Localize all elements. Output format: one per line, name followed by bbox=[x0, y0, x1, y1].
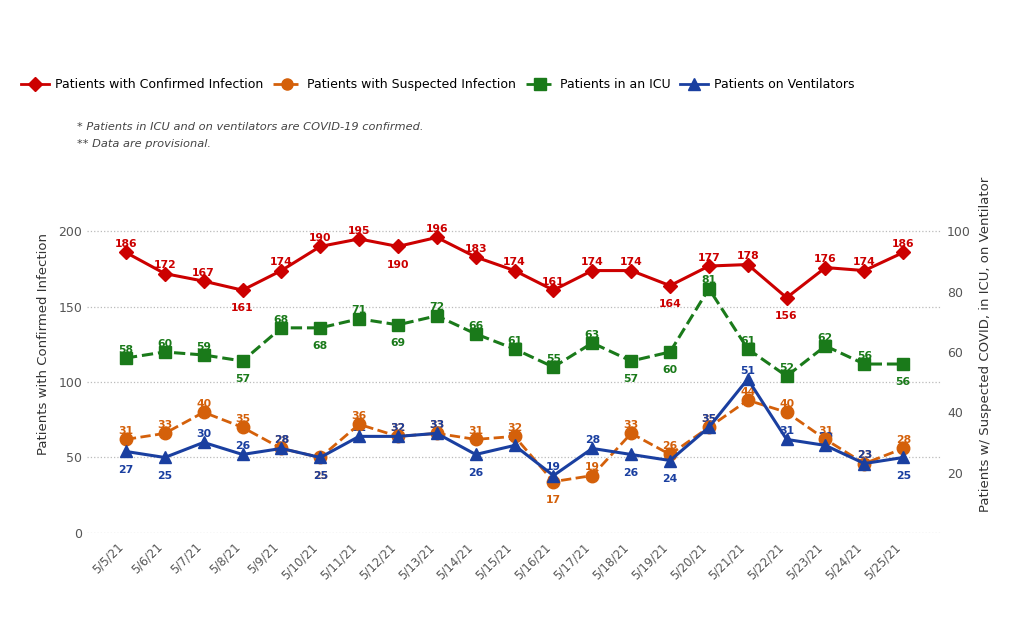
Text: 176: 176 bbox=[814, 254, 837, 265]
Text: 56: 56 bbox=[857, 351, 871, 361]
Text: COVID-19 Hospitalizations Reported by MS Hospitals, 5/5/21–5/25/21 *,**: COVID-19 Hospitalizations Reported by MS… bbox=[12, 22, 839, 40]
Text: 24: 24 bbox=[663, 474, 678, 483]
Text: 63: 63 bbox=[585, 329, 600, 340]
Text: 195: 195 bbox=[348, 225, 371, 236]
Text: 35: 35 bbox=[701, 414, 717, 424]
Text: 32: 32 bbox=[390, 423, 406, 433]
Text: 68: 68 bbox=[273, 315, 289, 324]
Text: 36: 36 bbox=[351, 411, 367, 421]
Text: 66: 66 bbox=[468, 320, 483, 331]
Text: 161: 161 bbox=[231, 303, 254, 313]
Text: 25: 25 bbox=[158, 471, 172, 481]
Text: 40: 40 bbox=[779, 399, 795, 409]
Text: 161: 161 bbox=[542, 277, 565, 287]
Text: 33: 33 bbox=[429, 420, 444, 430]
Text: 32: 32 bbox=[390, 423, 406, 433]
Text: 174: 174 bbox=[270, 257, 293, 267]
Text: 33: 33 bbox=[429, 420, 444, 430]
Text: 19: 19 bbox=[546, 462, 561, 473]
Text: 156: 156 bbox=[775, 311, 798, 321]
Text: 26: 26 bbox=[624, 467, 639, 478]
Y-axis label: Patients w/ Suspected COVID, in ICU, on Ventilator: Patients w/ Suspected COVID, in ICU, on … bbox=[979, 177, 992, 512]
Text: 164: 164 bbox=[658, 299, 681, 309]
Text: 25: 25 bbox=[896, 471, 910, 481]
Text: 172: 172 bbox=[154, 260, 176, 270]
Text: 31: 31 bbox=[818, 426, 834, 436]
Text: 26: 26 bbox=[468, 467, 483, 478]
Text: 174: 174 bbox=[853, 257, 876, 267]
Text: 33: 33 bbox=[157, 420, 172, 430]
Text: 27: 27 bbox=[119, 465, 133, 474]
Text: 19: 19 bbox=[585, 462, 600, 473]
Text: 60: 60 bbox=[158, 338, 172, 349]
Text: 28: 28 bbox=[896, 435, 910, 445]
Text: 58: 58 bbox=[119, 345, 133, 354]
Text: * Patients in ICU and on ventilators are COVID-19 confirmed.: * Patients in ICU and on ventilators are… bbox=[77, 122, 423, 132]
Text: 68: 68 bbox=[312, 341, 328, 351]
Text: 32: 32 bbox=[507, 423, 522, 433]
Text: 174: 174 bbox=[581, 257, 604, 267]
Text: 56: 56 bbox=[896, 377, 910, 387]
Text: 186: 186 bbox=[115, 239, 137, 249]
Text: 62: 62 bbox=[818, 333, 834, 343]
Text: 71: 71 bbox=[351, 306, 367, 315]
Text: 32: 32 bbox=[351, 423, 367, 433]
Text: 61: 61 bbox=[507, 336, 522, 345]
Text: 29: 29 bbox=[507, 432, 522, 442]
Text: 30: 30 bbox=[196, 429, 211, 439]
Text: 55: 55 bbox=[546, 354, 561, 364]
Text: 17: 17 bbox=[546, 495, 561, 505]
Text: 28: 28 bbox=[273, 435, 289, 445]
Text: 26: 26 bbox=[234, 441, 250, 451]
Text: 178: 178 bbox=[736, 251, 759, 261]
Text: 57: 57 bbox=[234, 374, 250, 384]
Text: 52: 52 bbox=[779, 363, 795, 373]
Text: 186: 186 bbox=[892, 239, 914, 249]
Text: 31: 31 bbox=[779, 426, 795, 436]
Text: 60: 60 bbox=[663, 365, 678, 375]
Text: 177: 177 bbox=[697, 253, 720, 263]
Text: 33: 33 bbox=[624, 420, 639, 430]
Text: 72: 72 bbox=[429, 302, 444, 313]
Text: 61: 61 bbox=[740, 336, 756, 345]
Text: 174: 174 bbox=[503, 257, 526, 267]
Text: 40: 40 bbox=[196, 399, 211, 409]
Text: 23: 23 bbox=[857, 450, 872, 460]
Text: 28: 28 bbox=[585, 435, 600, 445]
Text: 25: 25 bbox=[312, 471, 328, 481]
Text: 81: 81 bbox=[701, 275, 717, 285]
Text: 196: 196 bbox=[426, 224, 449, 234]
Text: 167: 167 bbox=[193, 268, 215, 278]
Text: 183: 183 bbox=[464, 244, 487, 254]
Text: 190: 190 bbox=[387, 259, 410, 270]
Text: 190: 190 bbox=[309, 233, 332, 243]
Text: 59: 59 bbox=[197, 342, 211, 352]
Text: 28: 28 bbox=[273, 435, 289, 445]
Text: 51: 51 bbox=[740, 366, 756, 376]
Text: 31: 31 bbox=[119, 426, 133, 436]
Text: 35: 35 bbox=[701, 414, 717, 424]
Y-axis label: Patients with Confirmed Infection: Patients with Confirmed Infection bbox=[37, 234, 50, 455]
Text: 35: 35 bbox=[234, 414, 250, 424]
Text: 69: 69 bbox=[390, 338, 406, 348]
Text: 29: 29 bbox=[818, 432, 834, 442]
Text: 174: 174 bbox=[620, 257, 642, 267]
Text: 31: 31 bbox=[468, 426, 483, 436]
Text: 23: 23 bbox=[857, 450, 872, 460]
Text: 44: 44 bbox=[740, 387, 756, 397]
Text: ** Data are provisional.: ** Data are provisional. bbox=[77, 139, 211, 150]
Legend: Patients with Confirmed Infection, Patients with Suspected Infection, Patients i: Patients with Confirmed Infection, Patie… bbox=[16, 73, 860, 96]
Text: 26: 26 bbox=[663, 441, 678, 451]
Text: 25: 25 bbox=[312, 471, 328, 481]
Text: 57: 57 bbox=[624, 374, 639, 384]
